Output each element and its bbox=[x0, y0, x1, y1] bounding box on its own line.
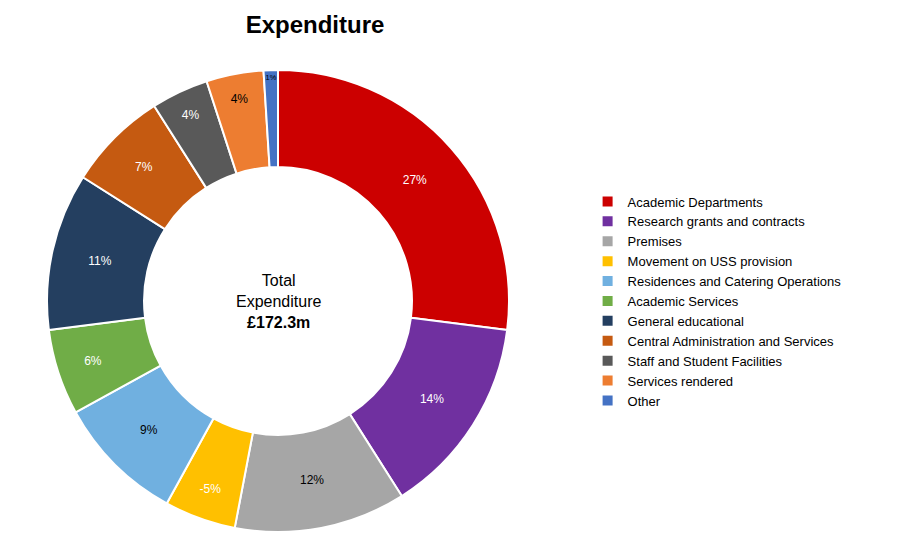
svg-text:1%: 1% bbox=[265, 73, 276, 82]
svg-text:Premises: Premises bbox=[628, 234, 683, 249]
svg-text:14%: 14% bbox=[420, 392, 444, 406]
svg-text:Residences and Catering Operat: Residences and Catering Operations bbox=[628, 274, 842, 289]
svg-text:General educational: General educational bbox=[628, 314, 744, 329]
svg-text:4%: 4% bbox=[182, 108, 200, 122]
svg-text:Services rendered: Services rendered bbox=[628, 374, 734, 389]
svg-text:Academic Departments: Academic Departments bbox=[628, 195, 764, 210]
svg-text:Other: Other bbox=[628, 394, 661, 409]
svg-text:Staff and Student Facilities: Staff and Student Facilities bbox=[628, 354, 783, 369]
svg-text:Research grants and contracts: Research grants and contracts bbox=[628, 214, 806, 229]
svg-text:Expenditure: Expenditure bbox=[246, 11, 385, 38]
svg-text:12%: 12% bbox=[300, 473, 324, 487]
svg-text:9%: 9% bbox=[140, 423, 158, 437]
svg-text:Movement on USS provision: Movement on USS provision bbox=[628, 254, 793, 269]
svg-text:Academic Services: Academic Services bbox=[628, 294, 739, 309]
svg-text:Central Administration and Ser: Central Administration and Services bbox=[628, 334, 834, 349]
svg-text:7%: 7% bbox=[135, 160, 153, 174]
svg-text:-5%: -5% bbox=[200, 482, 222, 496]
svg-text:TotalExpenditure£172.3m: TotalExpenditure£172.3m bbox=[236, 272, 321, 331]
svg-text:11%: 11% bbox=[88, 254, 111, 268]
svg-text:4%: 4% bbox=[231, 92, 249, 106]
svg-text:6%: 6% bbox=[84, 354, 102, 368]
svg-text:27%: 27% bbox=[403, 173, 427, 187]
